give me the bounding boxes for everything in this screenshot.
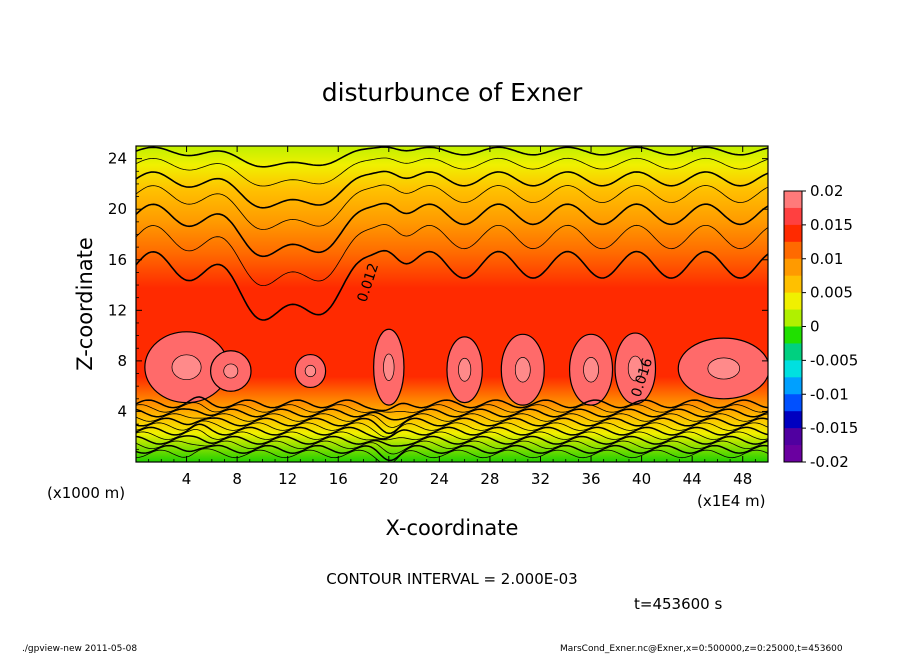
y-tick-label: 20 — [108, 200, 127, 218]
colorbar-label: 0.02 — [810, 182, 843, 200]
y-tick-label: 12 — [108, 301, 127, 319]
contour-line — [136, 448, 768, 462]
heatmap-background — [136, 146, 768, 462]
x-tick-label: 40 — [632, 470, 651, 488]
contour-line — [136, 146, 768, 168]
x-tick-label: 16 — [329, 470, 348, 488]
colorbar-label: 0.01 — [810, 250, 843, 268]
x-axis-label: X-coordinate — [386, 516, 519, 540]
peak-blob — [383, 353, 395, 381]
x-tick-label: 24 — [430, 470, 449, 488]
contour-line — [136, 413, 768, 428]
peak-blob — [707, 357, 741, 380]
x-unit-label: (x1000 m) — [47, 484, 125, 502]
colorbar-swatch — [784, 445, 802, 463]
contour-line — [136, 184, 768, 230]
contour-line — [136, 423, 768, 440]
colorbar-swatch — [784, 292, 802, 311]
contour-line — [136, 440, 768, 455]
footer-right: MarsCond_Exner.nc@Exner,x=0:500000,z=0:2… — [560, 644, 843, 654]
colorbar-label: -0.02 — [810, 453, 849, 471]
chart-title: disturbunce of Exner — [322, 78, 583, 107]
plot-area — [136, 146, 768, 462]
colorbar-swatch — [784, 360, 802, 378]
contour-line — [136, 224, 768, 287]
peak-blob — [458, 357, 472, 382]
contour-line — [136, 170, 768, 209]
colorbar-swatch — [784, 411, 802, 429]
x-tick-label: 36 — [581, 470, 600, 488]
colorbar-swatch — [784, 343, 802, 361]
footer-left: ./gpview-new 2011-05-08 — [22, 644, 137, 654]
peak-blob — [514, 356, 531, 383]
colorbar-label: 0.005 — [810, 284, 853, 302]
y-tick-label: 24 — [108, 150, 127, 168]
y-axis-label: Z-coordinate — [73, 237, 97, 371]
colorbar: 0.02 0.015 0.01 0.005 0 -0.005 -0.01 -0.015 -0.0… — [783, 182, 858, 471]
peak-blob — [583, 356, 599, 383]
y-tick-label: 4 — [117, 402, 127, 420]
colorbar-swatch — [784, 224, 802, 243]
y-tick-label: 16 — [108, 251, 127, 269]
contour-line — [136, 417, 768, 435]
colorbar-swatch — [784, 309, 802, 327]
colorbar-swatch — [784, 428, 802, 446]
contour-line — [136, 429, 768, 441]
contour-line — [136, 444, 768, 462]
y-tick-label: 8 — [117, 352, 127, 370]
peak-blob — [627, 355, 643, 382]
colorbar-label: -0.01 — [810, 385, 849, 403]
contour-line — [136, 402, 768, 413]
contour-line — [136, 408, 768, 421]
x-tick-label: 28 — [480, 470, 499, 488]
colorbar-label: -0.015 — [810, 419, 858, 437]
colorbar-label: -0.005 — [810, 351, 858, 369]
x-tick-label: 12 — [278, 470, 297, 488]
colorbar-swatch — [784, 377, 802, 395]
contour-line — [136, 157, 768, 187]
x-axis: 4 8 12 16 20 24 28 32 36 40 44 48 — [148, 146, 756, 488]
colorbar-label: 0.015 — [810, 216, 853, 234]
colorbar-label: 0 — [810, 318, 820, 336]
time-label: t=453600 s — [634, 595, 722, 613]
peak-blob — [304, 364, 317, 378]
contour-line — [136, 396, 768, 412]
peak-blob — [171, 354, 202, 380]
contour-line — [136, 249, 768, 321]
contour-line — [136, 202, 768, 258]
x-tick-label: 32 — [531, 470, 550, 488]
x-tick-label: 44 — [683, 470, 702, 488]
colorbar-swatch — [784, 241, 802, 260]
contour-lines — [136, 146, 768, 462]
x-tick-label: 48 — [733, 470, 752, 488]
colorbar-swatch — [784, 191, 802, 209]
colorbar-swatch — [784, 326, 802, 344]
colorbar-swatch — [784, 207, 802, 226]
y-axis: 4 8 12 16 20 24 — [108, 150, 768, 450]
contour-interval: CONTOUR INTERVAL = 2.000E-03 — [326, 570, 577, 588]
contour-line — [136, 435, 768, 447]
x-tick-label: 4 — [182, 470, 192, 488]
colorbar-swatch — [784, 258, 802, 277]
peak-blob — [223, 363, 239, 379]
x-tick-label: 8 — [232, 470, 242, 488]
x-scale-label: (x1E4 m) — [697, 492, 766, 510]
colorbar-swatch — [784, 275, 802, 294]
contour-line — [136, 420, 768, 438]
x-tick-label: 20 — [379, 470, 398, 488]
colorbar-swatch — [784, 394, 802, 412]
